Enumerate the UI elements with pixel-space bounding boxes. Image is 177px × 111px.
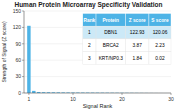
x-tick-label: 20 bbox=[119, 96, 125, 102]
y-tick-label: 30 bbox=[15, 73, 21, 79]
table-cell-text: DBN1 bbox=[104, 30, 117, 35]
table-cell bbox=[83, 26, 96, 39]
x-axis-label: Signal Rank bbox=[83, 103, 113, 109]
table-cell-text: 2.23 bbox=[155, 43, 165, 48]
bar bbox=[27, 26, 30, 93]
table-cell bbox=[96, 26, 125, 39]
table-cell bbox=[96, 13, 125, 26]
table-cell bbox=[149, 52, 171, 65]
y-tick-label: 150 bbox=[13, 8, 22, 14]
table-cell bbox=[83, 39, 96, 52]
bars bbox=[27, 26, 171, 93]
grid-line bbox=[24, 76, 171, 77]
table-cell bbox=[96, 39, 125, 52]
table-cell-text: 3 bbox=[88, 56, 91, 61]
table-cell-text: 3.87 bbox=[133, 43, 143, 48]
table-cell bbox=[125, 52, 149, 65]
table-cell bbox=[125, 26, 149, 39]
table-cell bbox=[149, 13, 171, 26]
x-tick-label: 10 bbox=[70, 96, 76, 102]
x-axis-line bbox=[24, 93, 171, 94]
table-cell bbox=[125, 39, 149, 52]
table-header-text: Z score bbox=[129, 18, 146, 23]
table-cell-text: KRT/NP0.3 bbox=[99, 56, 124, 61]
bar bbox=[32, 91, 35, 93]
table-cell-text: 122.93 bbox=[130, 30, 145, 35]
x-tick-label: 1 bbox=[28, 96, 31, 102]
grid-line bbox=[24, 11, 171, 12]
table-cell bbox=[96, 52, 125, 65]
table-cell bbox=[83, 13, 96, 26]
chart: 0 30 60 90 120 150 1 10 20 30 Human Protein Microa… bbox=[0, 0, 177, 111]
y-tick-label: 0 bbox=[18, 90, 21, 96]
y-axis-label: Strength of Signal (Z score) bbox=[1, 21, 7, 82]
table-cell-text: BRCA2 bbox=[103, 43, 119, 48]
table-cell-text: 120.06 bbox=[153, 30, 168, 35]
table-cell-text: 1 bbox=[88, 30, 91, 35]
title: Human Protein Microarray Specificity Val… bbox=[14, 1, 162, 9]
y-tick-label: 120 bbox=[13, 24, 22, 30]
table-cell bbox=[83, 52, 96, 65]
x-tick-label: 30 bbox=[168, 96, 174, 102]
table-header-text: Protein bbox=[102, 18, 119, 23]
y-tick-label: 90 bbox=[15, 41, 21, 47]
y-tick-label: 60 bbox=[15, 57, 21, 63]
table-cell bbox=[149, 26, 171, 39]
table-cell-text: 2 bbox=[88, 43, 91, 48]
table-header-text: Rank bbox=[84, 18, 96, 23]
table-header-text: S score bbox=[151, 18, 169, 23]
y-axis-line bbox=[24, 11, 25, 93]
table-cell bbox=[125, 13, 149, 26]
table-cell-text: 0.02 bbox=[155, 56, 165, 61]
table: Rank Protein Z score S score 1 DBN1 122.93 120.… bbox=[83, 13, 171, 64]
table-cell bbox=[149, 39, 171, 52]
grid-line bbox=[24, 93, 171, 94]
table-cell-text: 1.84 bbox=[133, 56, 143, 61]
